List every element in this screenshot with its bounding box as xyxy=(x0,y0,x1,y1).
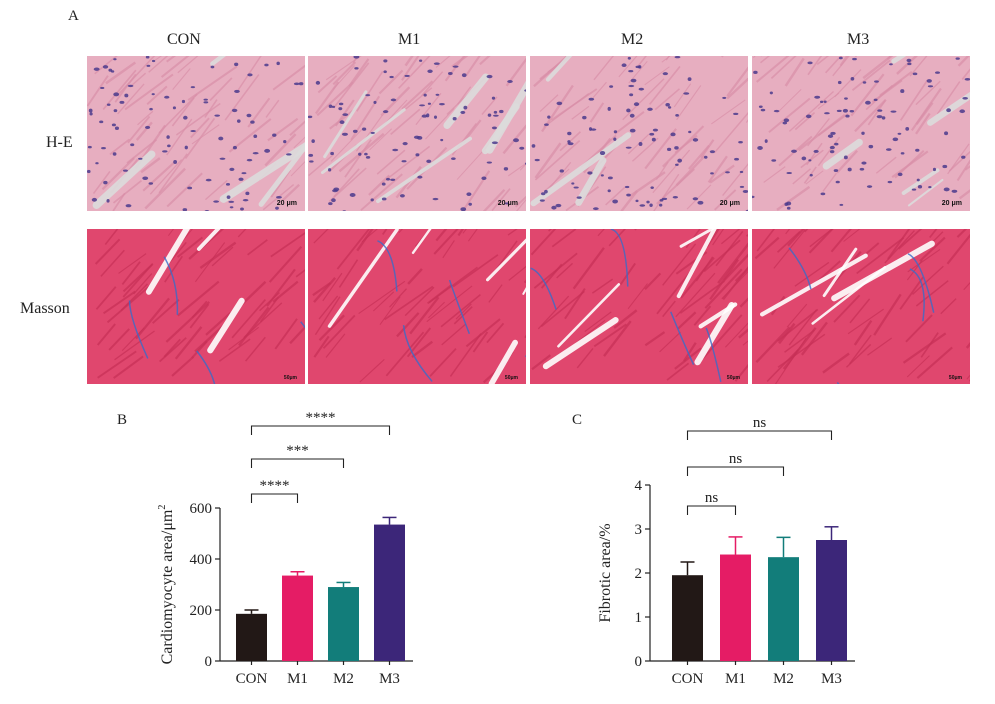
x-tick-label: CON xyxy=(236,671,268,687)
bar-m2 xyxy=(768,557,799,661)
fibrotic-area-chart: 0 1 2 3 4 CON M1 M2 M3 Fibrotic area/% ns ns ns xyxy=(597,415,855,687)
significance-bracket xyxy=(250,458,345,468)
panel-label-c: C xyxy=(572,412,583,428)
y-axis-label: Cardiomyocyte area/μm2 xyxy=(157,505,176,665)
significance-label: *** xyxy=(286,443,309,459)
panel-label-b: B xyxy=(117,412,128,428)
x-tick-label: CON xyxy=(672,671,704,687)
scale-bar-label: 20 μm xyxy=(941,200,962,207)
column-label-m1: M1 xyxy=(398,31,421,48)
row-label-he: H-E xyxy=(46,134,73,151)
bar-m3 xyxy=(816,540,847,661)
y-tick-label: 3 xyxy=(635,522,643,538)
x-tick-label: M3 xyxy=(821,671,842,687)
y-tick-label: 1 xyxy=(635,610,643,626)
significance-label: ns xyxy=(729,451,743,467)
x-tick-label: M1 xyxy=(725,671,746,687)
bar-m3 xyxy=(374,524,405,661)
scale-bar-label: 20 μm xyxy=(719,200,740,207)
x-tick-label: M1 xyxy=(287,671,308,687)
x-tick-label: M2 xyxy=(773,671,794,687)
y-tick-label: 0 xyxy=(635,654,643,670)
y-tick-label: 0 xyxy=(205,654,213,670)
scale-bar-label: 20 μm xyxy=(276,200,297,207)
significance-label: ns xyxy=(705,490,719,506)
bar-m1 xyxy=(282,575,313,661)
bar-con xyxy=(672,575,703,661)
he-micrograph-m2: 20 μm xyxy=(529,55,749,212)
x-tick-label: M2 xyxy=(333,671,354,687)
y-tick-label: 4 xyxy=(635,478,643,494)
masson-micrograph-con: 50μm xyxy=(86,228,306,385)
significance-bracket xyxy=(686,466,785,476)
significance-bracket xyxy=(250,493,299,503)
bar-m2 xyxy=(328,587,359,661)
significance-label: ns xyxy=(753,415,767,431)
column-label-con: CON xyxy=(167,31,201,48)
bar-m1 xyxy=(720,554,751,661)
y-tick-label: 2 xyxy=(635,566,643,582)
y-tick-label: 400 xyxy=(190,552,213,568)
he-micrograph-m3: 20 μm xyxy=(751,55,971,212)
he-micrograph-m1: 20 μm xyxy=(307,55,527,212)
column-label-m3: M3 xyxy=(847,31,870,48)
masson-micrograph-m1: 50μm xyxy=(307,228,527,385)
row-label-masson: Masson xyxy=(20,300,70,317)
masson-micrograph-m3: 50μm xyxy=(751,228,971,385)
scale-bar-label: 50μm xyxy=(726,375,740,381)
y-axis-label: Fibrotic area/% xyxy=(597,523,614,622)
scale-bar-label: 50μm xyxy=(948,375,962,381)
column-label-m2: M2 xyxy=(621,31,644,48)
scale-bar-label: 20 μm xyxy=(497,200,518,207)
he-micrograph-con: 20 μm xyxy=(86,55,306,212)
scale-bar-label: 50μm xyxy=(283,375,297,381)
significance-label: **** xyxy=(260,478,290,494)
bar-con xyxy=(236,613,267,661)
cardiomyocyte-area-chart: 0 200 400 600 CON M1 M2 M3 Cardiomyocyte area/μm… xyxy=(157,410,413,687)
masson-micrograph-m2: 50μm xyxy=(529,228,749,385)
y-tick-label: 600 xyxy=(190,501,213,517)
y-axis-label-superscript: 2 xyxy=(157,505,168,510)
panel-label-a: A xyxy=(68,8,79,24)
significance-bracket xyxy=(686,430,833,440)
x-tick-label: M3 xyxy=(379,671,400,687)
significance-bracket xyxy=(250,425,391,435)
significance-bracket xyxy=(686,505,737,515)
y-tick-label: 200 xyxy=(190,603,213,619)
significance-label: **** xyxy=(306,410,336,426)
scale-bar-label: 50μm xyxy=(504,375,518,381)
